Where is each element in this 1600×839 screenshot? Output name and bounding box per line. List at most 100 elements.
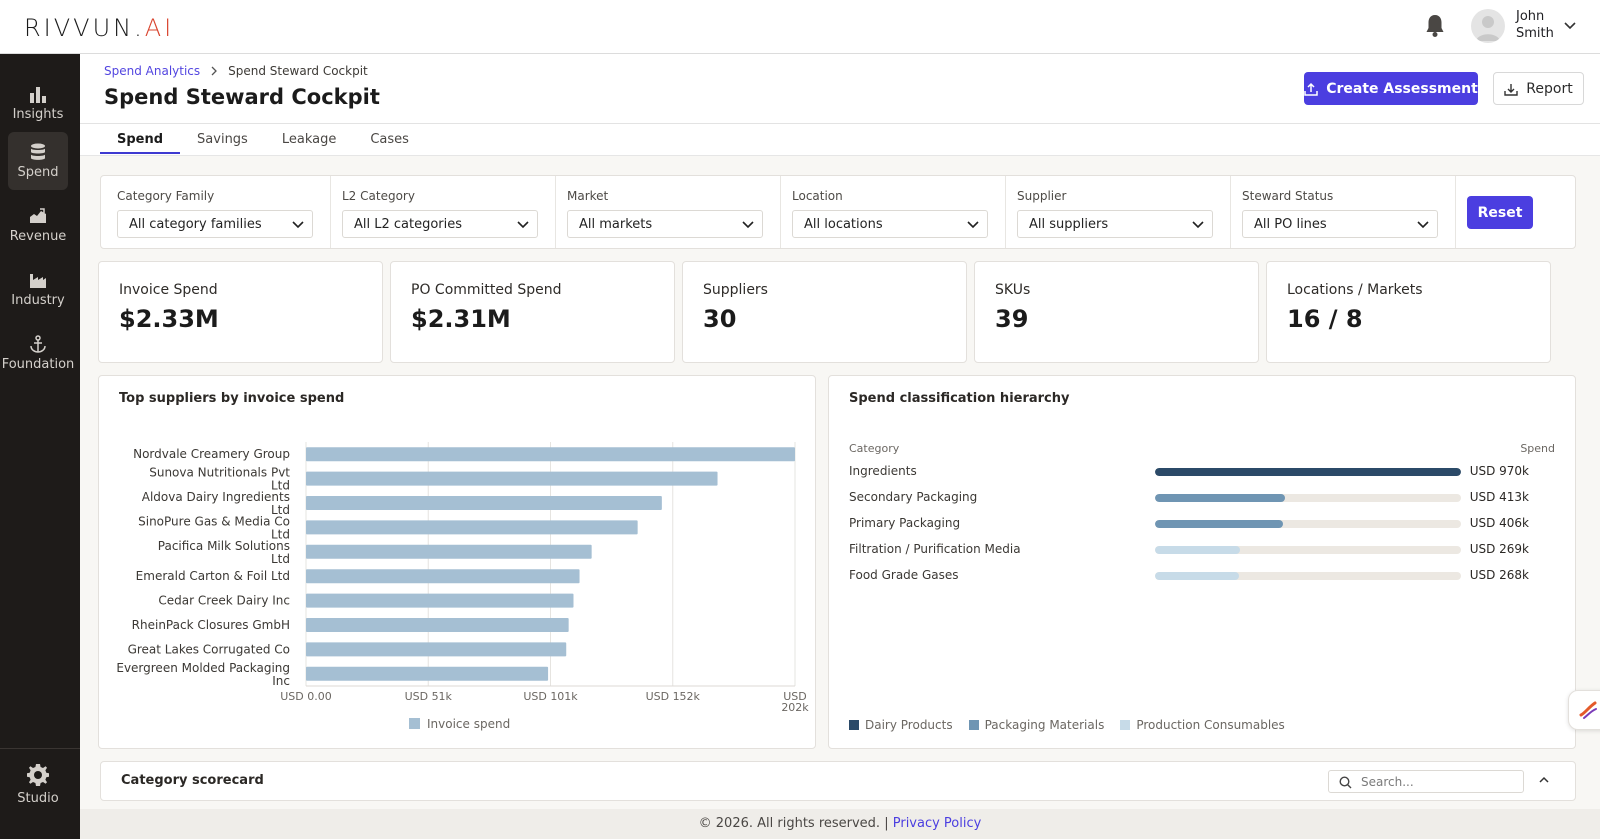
- hierarchy-spend-value: USD 406k: [1469, 516, 1529, 530]
- kpi-label: SKUs: [995, 282, 1031, 298]
- location-select[interactable]: All locations: [792, 210, 988, 238]
- tab-spend[interactable]: Spend: [100, 124, 181, 154]
- database-icon: [31, 143, 45, 160]
- kpi-value: $2.31M: [411, 305, 511, 333]
- x-tick-label: USD 101k: [523, 690, 578, 703]
- category-label: Great Lakes Corrugated Co: [128, 642, 290, 656]
- select-value: All markets: [579, 217, 653, 232]
- spend-share-fill: [1155, 494, 1286, 502]
- footer: © 2026. All rights reserved. | Privacy P…: [80, 809, 1600, 839]
- legend-swatch: [409, 718, 420, 729]
- supplier-select[interactable]: All suppliers: [1017, 210, 1213, 238]
- bar: [306, 593, 574, 608]
- category-family-select[interactable]: All category families: [117, 210, 313, 238]
- hierarchy-category-name: Filtration / Purification Media: [849, 542, 1021, 556]
- bar: [306, 520, 638, 535]
- select-value: All locations: [804, 217, 883, 232]
- select-value: All category families: [129, 217, 262, 232]
- category-scorecard-panel: Category scorecard: [100, 761, 1576, 801]
- market-select[interactable]: All markets: [567, 210, 763, 238]
- bar: [306, 569, 580, 584]
- upload-icon: [1304, 82, 1318, 96]
- notification-bell-icon[interactable]: [1424, 13, 1446, 39]
- create-assessment-label: Create Assessment: [1326, 80, 1478, 97]
- user-avatar[interactable]: [1471, 9, 1505, 43]
- legend-item-dairy-products[interactable]: Dairy Products: [849, 718, 953, 732]
- category-label: Cedar Creek Dairy Inc: [158, 594, 290, 608]
- legend-item-production-consumables[interactable]: Production Consumables: [1120, 718, 1285, 732]
- sidebar-item-revenue[interactable]: Revenue: [8, 196, 68, 254]
- tab-savings[interactable]: Savings: [197, 132, 248, 147]
- tab-leakage[interactable]: Leakage: [281, 132, 337, 147]
- hierarchy-spend-value: USD 269k: [1469, 542, 1529, 556]
- sidebar-item-industry[interactable]: Industry: [8, 260, 68, 318]
- chevron-down-icon[interactable]: [1562, 17, 1578, 33]
- chevron-down-icon: [742, 221, 754, 229]
- kpi-value: $2.33M: [119, 305, 219, 333]
- search-input[interactable]: [1361, 773, 1511, 790]
- sidebar-item-foundation[interactable]: Foundation: [2, 324, 74, 382]
- breadcrumb: Spend Analytics Spend Steward Cockpit: [104, 64, 368, 78]
- sidebar-item-insights[interactable]: Insights: [8, 74, 68, 132]
- spend-classification-panel: Spend classification hierarchy Category …: [828, 375, 1576, 749]
- spend-share-fill: [1155, 468, 1461, 476]
- kpi-label: Suppliers: [703, 282, 768, 298]
- breadcrumb-link-spend-analytics[interactable]: Spend Analytics: [104, 64, 201, 78]
- spend-share-bar: [1155, 494, 1461, 502]
- filter-label: Location: [792, 189, 843, 203]
- factory-icon: [30, 274, 46, 288]
- report-button[interactable]: Report: [1493, 72, 1584, 105]
- l2-category-select[interactable]: All L2 categories: [342, 210, 538, 238]
- filter-label: Market: [567, 189, 609, 203]
- privacy-policy-link[interactable]: Privacy Policy: [892, 816, 982, 831]
- hierarchy-spend-value: USD 413k: [1469, 490, 1529, 504]
- sidebar: Insights Spend Revenue Industry Foundati…: [0, 54, 80, 839]
- floating-assistant-button[interactable]: [1568, 690, 1600, 730]
- hierarchy-row[interactable]: Filtration / Purification Media USD 269k: [849, 540, 1529, 560]
- hierarchy-spend-value: USD 970k: [1469, 464, 1529, 478]
- tab-cases[interactable]: Cases: [370, 132, 409, 147]
- hierarchy-row[interactable]: Food Grade Gases USD 268k: [849, 566, 1529, 586]
- steward-status-select[interactable]: All PO lines: [1242, 210, 1438, 238]
- download-icon: [1504, 83, 1518, 96]
- legend-item-packaging-materials[interactable]: Packaging Materials: [968, 718, 1104, 732]
- hierarchy-row[interactable]: Primary Packaging USD 406k: [849, 514, 1529, 534]
- scorecard-search[interactable]: [1328, 770, 1524, 793]
- bar: [306, 666, 549, 681]
- revenue-icon: [30, 208, 46, 223]
- sidebar-item-spend[interactable]: Spend: [8, 132, 68, 190]
- hierarchy-category-name: Primary Packaging: [849, 516, 961, 530]
- filter-label: Category Family: [117, 189, 215, 203]
- legend-label: Invoice spend: [427, 717, 510, 731]
- rivvun-logo[interactable]: RIVVUN.AI: [24, 14, 175, 42]
- kpi-value: 16 / 8: [1287, 305, 1363, 333]
- category-label: RheinPack Closures GmbH: [132, 618, 290, 632]
- hierarchy-row[interactable]: Ingredients USD 970k: [849, 462, 1529, 482]
- scorecard-title: Category scorecard: [121, 773, 264, 788]
- legend-label: Dairy Products: [865, 718, 953, 732]
- create-assessment-button[interactable]: Create Assessment: [1304, 72, 1478, 105]
- select-value: All L2 categories: [354, 217, 463, 232]
- user-name[interactable]: John Smith: [1516, 8, 1554, 42]
- header-divider: [80, 123, 1600, 124]
- category-label: Aldova Dairy Ingredients Ltd: [142, 490, 290, 517]
- spend-share-fill: [1155, 520, 1284, 528]
- column-header-category: Category: [849, 442, 900, 455]
- hierarchy-legend: Dairy Products Packaging Materials Produ…: [849, 718, 1285, 732]
- legend-swatch: [849, 720, 859, 730]
- chevron-up-icon[interactable]: [1538, 774, 1550, 786]
- sidebar-item-label: Spend: [17, 165, 59, 180]
- panel-title: Spend classification hierarchy: [849, 391, 1070, 406]
- hierarchy-category-name: Food Grade Gases: [849, 568, 959, 582]
- hierarchy-spend-value: USD 268k: [1469, 568, 1529, 582]
- x-tick-label: USD 152k: [646, 690, 701, 703]
- reset-button[interactable]: Reset: [1467, 196, 1533, 229]
- category-label: Pacifica Milk Solutions Ltd: [158, 539, 290, 566]
- bar: [306, 544, 592, 559]
- sidebar-item-studio[interactable]: Studio: [8, 756, 68, 818]
- hierarchy-row[interactable]: Secondary Packaging USD 413k: [849, 488, 1529, 508]
- breadcrumb-current: Spend Steward Cockpit: [228, 64, 368, 78]
- kpi-card-invoice-spend: Invoice Spend $2.33M: [98, 261, 383, 363]
- kpi-card-suppliers: Suppliers 30: [682, 261, 967, 363]
- footer-copyright: © 2026. All rights reserved. |: [698, 816, 889, 831]
